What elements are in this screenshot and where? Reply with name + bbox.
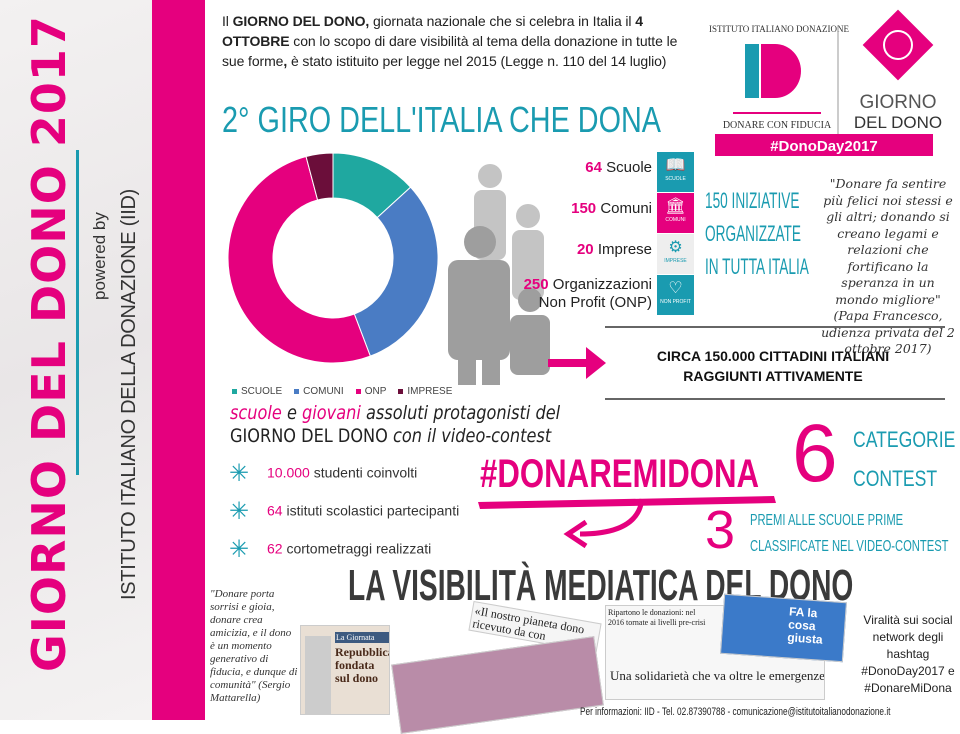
legend-label: ONP xyxy=(364,386,387,397)
institute-name: ISTITUTO ITALIANO DELLA DONAZIONE (IID) xyxy=(118,189,140,600)
book-icon: 📖 SCUOLE xyxy=(657,152,694,192)
legend-swatch xyxy=(294,388,300,394)
logo-tagline: DONARE CON FIDUCIA xyxy=(723,120,832,131)
donut-chart xyxy=(227,152,439,364)
vertical-title: GIORNO DEL DONO 2017 xyxy=(22,15,76,672)
initiatives-text: 150 INIZIATIVE ORGANIZZATE IN TUTTA ITALIA xyxy=(705,188,809,279)
chart-legend: SCUOLE COMUNI ONP IMPRESE xyxy=(232,386,452,397)
gears-icon: ⚙ IMPRESE xyxy=(657,234,694,274)
legend-swatch xyxy=(398,388,404,394)
heart-icon: ♡ NON PROFIT xyxy=(657,275,694,315)
legend-item: SCUOLE xyxy=(232,386,282,397)
bullet-students: ✳ 10.000 studenti coinvolti xyxy=(229,460,418,487)
tv-screenshot xyxy=(391,636,604,734)
stat-scuole: 64 Scuole xyxy=(585,159,652,176)
logo: ISTITUTO ITALIANO DONAZIONE DONARE CON F… xyxy=(703,8,955,158)
citizens-reached: CIRCA 150.000 CITTADINI ITALIANI RAGGIUNT… xyxy=(656,348,890,384)
stat-onp: 250 Organizzazioni Non Profit (ONP) xyxy=(523,276,652,311)
legend-item: COMUNI xyxy=(294,386,344,397)
bullet-shorts: ✳ 62 cortometraggi realizzati xyxy=(229,536,432,563)
newspaper-clipping: La Giornata Repubblica fondata sul dono xyxy=(300,625,390,715)
legend-swatch xyxy=(232,388,237,394)
powered-by: powered by xyxy=(90,212,109,300)
virality-text: Viralità sui social network degli hashta… xyxy=(861,613,955,695)
bullet-schools: ✳ 64 istituti scolastici partecipanti xyxy=(229,498,460,525)
logo-brand-1: GIORNO xyxy=(859,92,936,113)
footer-contact: Per informazioni: IID - Tel. 02.87390788… xyxy=(580,706,891,718)
divider xyxy=(605,326,945,328)
legend-swatch xyxy=(355,388,361,394)
logo-brand-2: DEL DONO xyxy=(854,113,942,132)
donut-slice-comuni xyxy=(353,186,439,357)
stat-imprese: 20 Imprese xyxy=(576,241,652,258)
prizes-text: PREMI ALLE SCUOLE PRIME CLASSIFICATE NEL … xyxy=(750,512,949,555)
divider-line xyxy=(76,150,79,475)
asterisk-icon: ✳ xyxy=(229,498,250,525)
donut-slice-onp xyxy=(227,155,371,364)
schools-heading: scuole e giovani assoluti protagonisti d… xyxy=(230,402,561,447)
categories-text: CATEGORIE CONTEST xyxy=(853,427,956,491)
three-number: 3 xyxy=(705,500,736,560)
mattarella-quote: "Donare porta sorrisi e gioia, donare cr… xyxy=(210,588,298,704)
asterisk-icon: ✳ xyxy=(229,536,250,563)
headline: 2° GIRO DELL'ITALIA CHE DONA xyxy=(222,99,662,140)
logo-hashtag: #DonoDay2017 xyxy=(770,138,878,155)
pope-quote: "Donare fa sentire più felici noi stessi… xyxy=(821,176,955,356)
people-silhouettes-icon xyxy=(448,164,550,385)
tv-screenshot: FA la cosa giusta xyxy=(720,593,847,663)
six-number: 6 xyxy=(792,408,838,499)
legend-label: COMUNI xyxy=(303,386,344,397)
curved-arrow-icon xyxy=(563,498,645,549)
logo-arc-text: ISTITUTO ITALIANO DONAZIONE xyxy=(709,24,850,34)
hashtag-underline xyxy=(478,496,776,509)
contest-hashtag: #DONAREMIDONA xyxy=(480,452,760,496)
legend-label: SCUOLE xyxy=(241,386,283,397)
intro-paragraph: Il GIORNO DEL DONO, giornata nazionale c… xyxy=(222,13,678,69)
stat-comuni: 150 Comuni xyxy=(571,200,652,217)
logo-graphic: ISTITUTO ITALIANO DONAZIONE DONARE CON F… xyxy=(709,9,942,156)
divider xyxy=(605,398,945,400)
asterisk-icon: ✳ xyxy=(229,460,250,487)
pink-band xyxy=(152,0,205,720)
legend-item: ONP xyxy=(355,386,387,397)
legend-item: IMPRESE xyxy=(398,386,452,397)
donut-slice-imprese xyxy=(305,152,334,201)
building-icon: 🏛 COMUNI xyxy=(657,193,694,233)
arrow-right-icon xyxy=(548,347,606,379)
legend-label: IMPRESE xyxy=(407,386,453,397)
